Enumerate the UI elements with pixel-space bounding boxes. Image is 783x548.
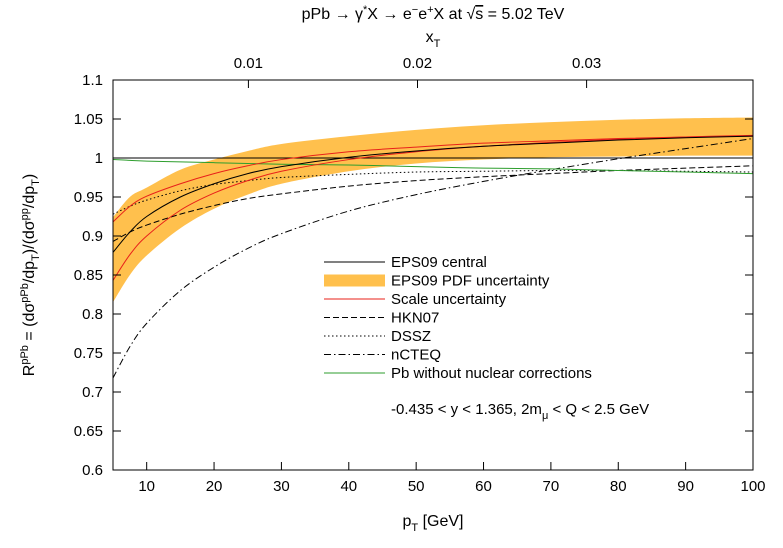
- legend-label-band: EPS09 PDF uncertainty: [391, 273, 550, 290]
- top-tick-label: 0.03: [572, 55, 601, 72]
- y-tick-label: 0.6: [82, 462, 103, 479]
- y-tick-label: 0.9: [82, 228, 103, 245]
- y-tick-label: 1: [95, 150, 103, 167]
- x-tick-label: 30: [273, 478, 290, 495]
- series-ncteq: [113, 138, 753, 379]
- series-scale-uncertainty-2: [113, 134, 753, 281]
- y-tick-label: 0.95: [74, 189, 103, 206]
- series-scale-uncertainty-1: [113, 135, 753, 223]
- x-tick-label: 40: [340, 478, 357, 495]
- legend-label-scale: Scale uncertainty: [391, 291, 507, 308]
- y-tick-label: 0.7: [82, 384, 103, 401]
- legend-label-pb: Pb without nuclear corrections: [391, 365, 592, 382]
- x-tick-label: 90: [677, 478, 694, 495]
- top-tick-label: 0.01: [234, 55, 263, 72]
- legend-label-dssz: DSSZ: [391, 328, 431, 345]
- x-tick-label: 50: [408, 478, 425, 495]
- legend-swatch-band: [324, 274, 385, 287]
- y-tick-label: 1.1: [82, 72, 103, 89]
- x-tick-label: 20: [206, 478, 223, 495]
- y-axis-label: RpPb = (dσpPb/dpT)/(dσpp/dpT): [19, 174, 42, 376]
- legend-label-hkn: HKN07: [391, 310, 439, 327]
- x-tick-label: 80: [610, 478, 627, 495]
- x-tick-label: 60: [475, 478, 492, 495]
- legend-label-ncteq: nCTEQ: [391, 347, 441, 364]
- x-tick-label: 70: [543, 478, 560, 495]
- top-axis-label: xT: [426, 29, 441, 50]
- x-tick-label: 10: [138, 478, 155, 495]
- y-tick-label: 0.75: [74, 345, 103, 362]
- y-tick-label: 1.05: [74, 111, 103, 128]
- x-axis-label: pT [GeV]: [403, 513, 464, 534]
- cut-annotation: -0.435 < y < 1.365, 2mμ < Q < 2.5 GeV: [391, 401, 649, 422]
- series-eps09-central: [113, 135, 753, 253]
- series-dssz: [113, 169, 753, 215]
- y-tick-label: 0.85: [74, 267, 103, 284]
- x-tick-label: 100: [740, 478, 765, 495]
- series-pb: [113, 159, 753, 175]
- legend: EPS09 central EPS09 PDF uncertaintyScale …: [324, 254, 592, 382]
- legend-label-central: EPS09 central: [391, 254, 487, 271]
- top-tick-label: 0.02: [403, 55, 432, 72]
- chart-title: pPb → γ*X → e−e+X at √s = 5.02 TeV: [302, 4, 565, 23]
- y-tick-label: 0.65: [74, 423, 103, 440]
- y-tick-label: 0.8: [82, 306, 103, 323]
